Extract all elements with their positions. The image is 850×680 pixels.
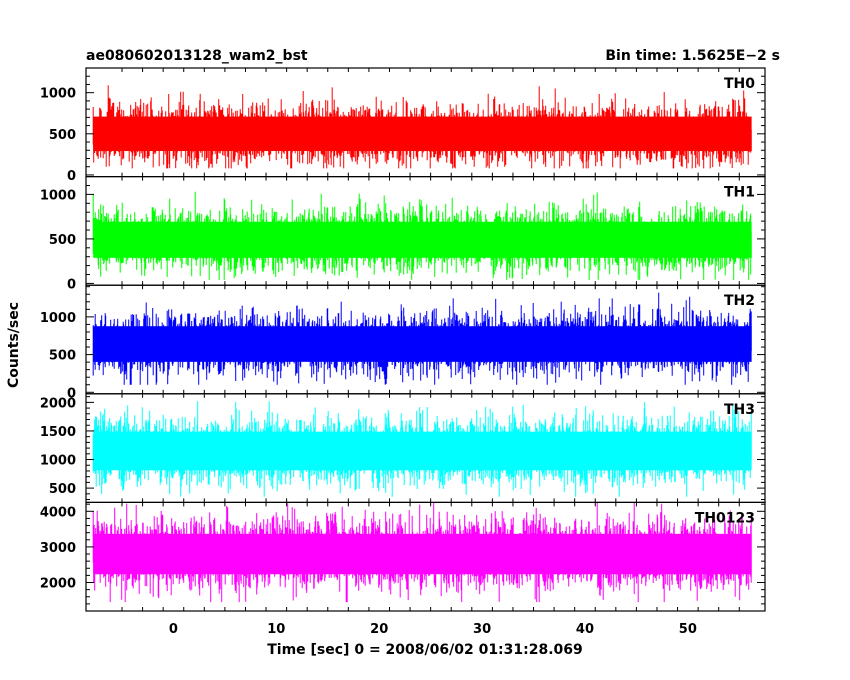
series-label-th0123: TH0123 [695,510,755,526]
y-axis-label: Counts/sec [6,302,22,388]
y-tick-label: 0 [67,277,76,292]
x-tick-label: 0 [169,622,178,637]
y-tick-label: 500 [49,128,76,143]
x-axis: 0 10 20 30 40 50 [169,622,697,637]
series-line-th3 [92,401,752,497]
series-label-th3: TH3 [724,402,755,418]
bin-time-label: Bin time: 1.5625E−2 s [605,48,780,64]
x-tick-label: 10 [267,622,285,637]
x-axis-label: Time [sec] 0 = 2008/06/02 01:31:28.069 [267,642,583,658]
chart-title: ae080602013128_wam2_bst [86,48,308,64]
y-tick-label: 500 [49,349,76,364]
panel-frame [85,501,766,612]
y-tick-label: 0 [67,386,76,401]
series-label-th2: TH2 [724,293,755,309]
panel-th2: 0 500 1000 TH2 [40,284,766,401]
y-tick-label: 1500 [40,425,76,440]
series-label-th0: TH0 [724,76,755,92]
y-tick-label: 4000 [40,505,76,520]
panel-th3: 500 1000 1500 2000 TH3 [40,393,766,503]
x-tick-label: 40 [576,622,594,637]
series-line-th0123 [92,502,752,603]
x-tick-label: 30 [473,622,491,637]
panel-th0: 0 500 1000 TH0 [40,67,766,184]
series-line-th1 [92,191,752,280]
panel-th0123: 2000 3000 4000 TH0123 [40,501,766,612]
series-label-th1: TH1 [724,185,755,201]
y-tick-label: 3000 [40,541,76,556]
series-line-th0 [92,85,752,169]
y-tick-label: 2000 [40,577,76,592]
y-tick-label: 500 [49,233,76,248]
y-tick-label: 1000 [40,311,76,326]
y-tick-label: 1000 [40,454,76,469]
x-tick-label: 50 [679,622,697,637]
panels-group: 0 500 1000 TH0 0 500 1000 TH1 0 500 1000 TH2 500 1000… [40,67,766,612]
panel-th1: 0 500 1000 TH1 [40,176,766,292]
y-tick-label: 500 [49,482,76,497]
y-tick-label: 2000 [40,396,76,411]
y-tick-label: 0 [67,169,76,184]
y-tick-label: 1000 [40,188,76,203]
x-tick-label: 20 [370,622,388,637]
series-line-th2 [92,292,752,385]
y-tick-label: 1000 [40,87,76,102]
